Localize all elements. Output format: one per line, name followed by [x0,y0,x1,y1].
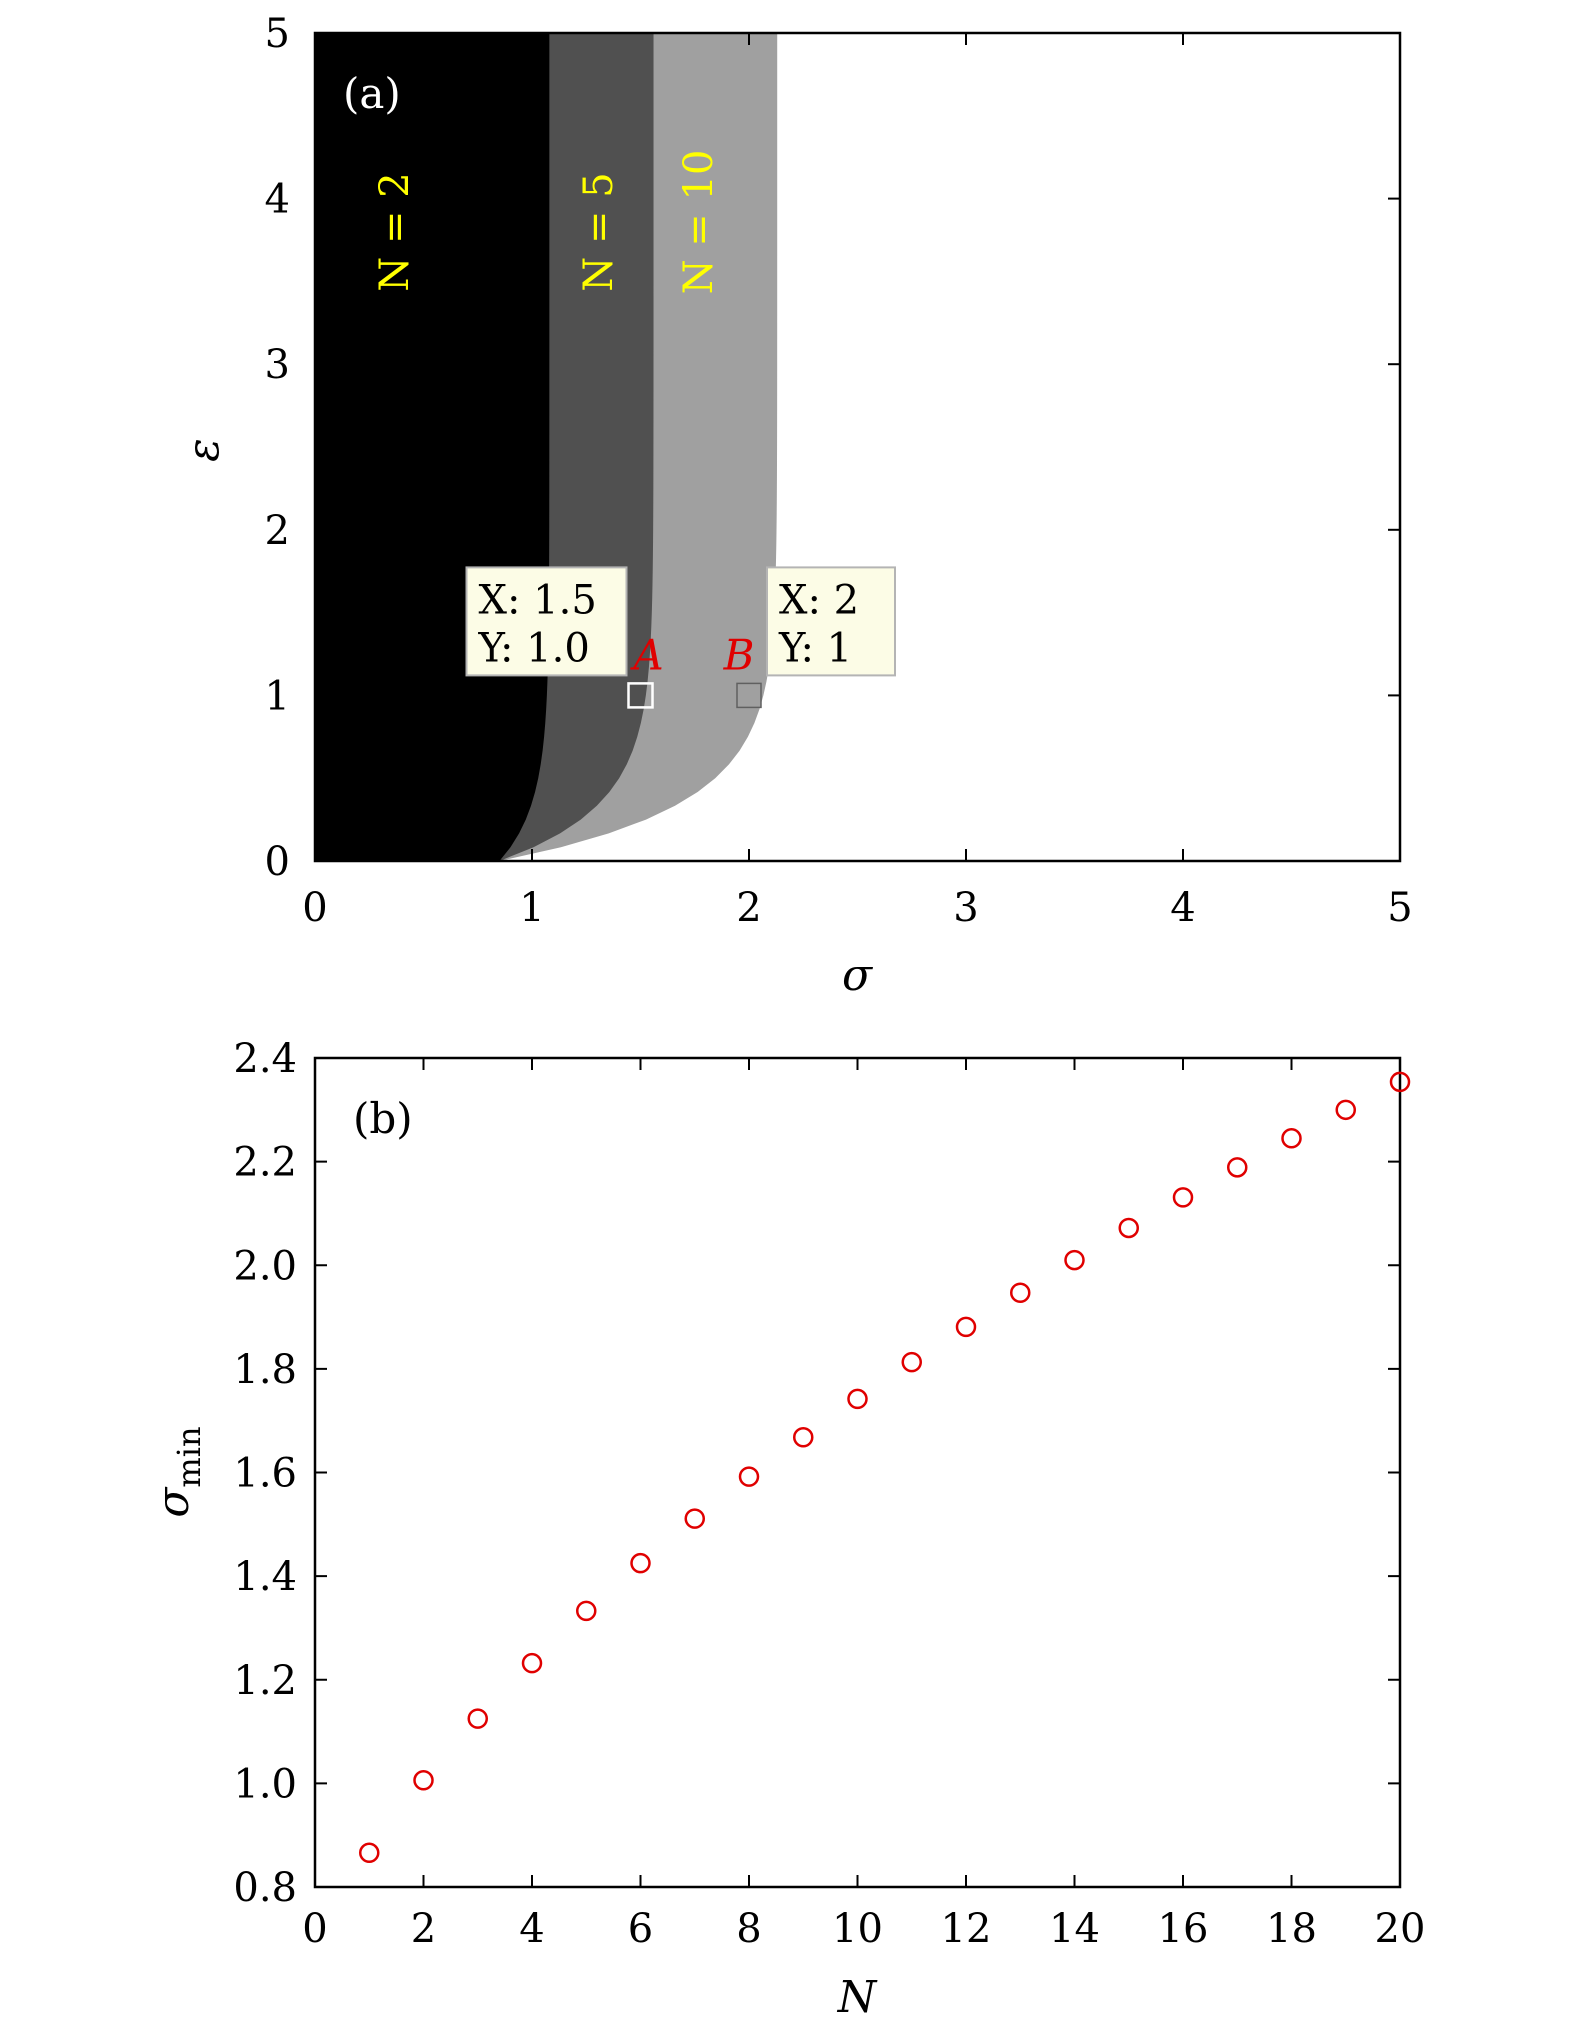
y-tick-label-a: 4 [265,177,290,223]
datatip-x-b: X: 2 [779,577,859,623]
scatter-point [1335,1099,1356,1121]
y-tick-label-b: 1.2 [233,1658,297,1704]
panel-label-a: (a) [343,69,401,118]
x-axis-label-a: σ [842,950,874,1001]
y-tick-label-a: 2 [265,508,290,554]
plot-frame-b [313,1056,1402,1889]
datatip-x-a: X: 1.5 [479,577,597,623]
scatter-point [1281,1128,1302,1149]
scatter-point [1389,1071,1411,1093]
scatter-point [576,1600,597,1622]
y-tick-label-a: 5 [265,11,290,57]
x-tick-label-b: 16 [1158,1906,1209,1952]
y-tick-label-b: 1.4 [233,1554,297,1600]
x-tick-label-b: 20 [1375,1906,1426,1952]
y-tick-label-b: 1.6 [233,1451,297,1497]
datatip-a [465,566,628,677]
scatter-point [1227,1157,1248,1178]
x-tick-label-b: 14 [1049,1906,1100,1952]
region-label-n2: N = 2 [372,172,418,291]
x-axis-label-b: N [837,1972,878,2023]
scatter-point [684,1508,705,1529]
y-tick-label-b: 2.0 [233,1243,297,1289]
y-tick-label-b: 2.2 [233,1140,297,1186]
x-tick-label-a: 2 [736,885,761,931]
x-tick-label-a: 1 [519,885,544,931]
x-tick-label-b: 12 [941,1906,992,1952]
y-tick-label-a: 1 [265,673,290,719]
y-axis-label-b: σmin [148,1426,208,1517]
axis-ticks-b: 0 2 4 6 8 10 12 14 16 18 20 0.8 1.0 1.2 1.4 1.6 1.8 2.0 2.… [233,1036,1425,1952]
x-tick-label-a: 3 [953,885,978,931]
x-tick-label-a: 5 [1387,885,1412,931]
scatter-point [467,1708,488,1729]
scatter-point [793,1427,814,1448]
scatter-point [1010,1282,1031,1303]
x-tick-label-b: 10 [832,1906,883,1952]
scatter-point [738,1466,760,1487]
y-tick-label-b: 0.8 [233,1865,297,1911]
marked-points: A X: 1.5Y: 1.0 B X: 2Y: 1 [465,566,896,709]
point-a-marker [627,682,654,709]
y-axis-label-a: ε [178,438,229,462]
y-tick-label-b: 1.8 [233,1347,297,1393]
x-tick-label-b: 0 [302,1906,327,1952]
scatter-point [1064,1249,1085,1271]
point-label-b: B [723,630,755,679]
panel-label-b: (b) [353,1094,413,1143]
y-tick-label-b: 1.0 [233,1761,297,1807]
x-tick-label-b: 18 [1266,1906,1317,1952]
datatip-y-a: Y: 1.0 [478,625,590,671]
axis-ticks-a: 0 1 2 3 4 5 0 1 2 3 4 5 [265,11,1413,931]
scatter-point [955,1316,977,1338]
y-tick-label-b: 2.4 [233,1036,297,1082]
region-n2 [315,33,550,861]
scatter-point [413,1770,434,1791]
panel-b: 0 2 4 6 8 10 12 14 16 18 20 0.8 1.0 1.2 1.4 1.6 1.8 2.0 2.… [148,1036,1425,2023]
scatter-points [359,1071,1411,1864]
y-axis-label-b-main: σmin [148,1426,208,1517]
x-tick-label-b: 8 [736,1906,761,1952]
x-tick-label-b: 2 [411,1906,436,1952]
scatter-point [901,1351,922,1373]
x-tick-label-b: 4 [519,1906,544,1952]
datatip-b [766,566,896,677]
x-tick-label-a: 4 [1170,885,1195,931]
y-tick-label-a: 0 [265,839,290,885]
scatter-point [359,1842,380,1864]
point-label-a: A [629,630,663,679]
region-label-n5: N = 5 [576,172,622,291]
scatter-point [1172,1187,1194,1208]
scatter-point [1118,1217,1139,1239]
scatter-point [847,1388,868,1410]
x-tick-label-a: 0 [302,885,327,931]
y-tick-label-a: 3 [265,342,290,388]
point-b-marker [736,682,762,709]
plot-frame-a [313,31,1402,863]
scatter-point [630,1552,651,1574]
region-label-n10: N = 10 [676,150,722,295]
x-tick-label-b: 6 [628,1906,653,1952]
datatip-y-b: Y: 1 [778,625,852,671]
scatter-point [521,1652,543,1674]
